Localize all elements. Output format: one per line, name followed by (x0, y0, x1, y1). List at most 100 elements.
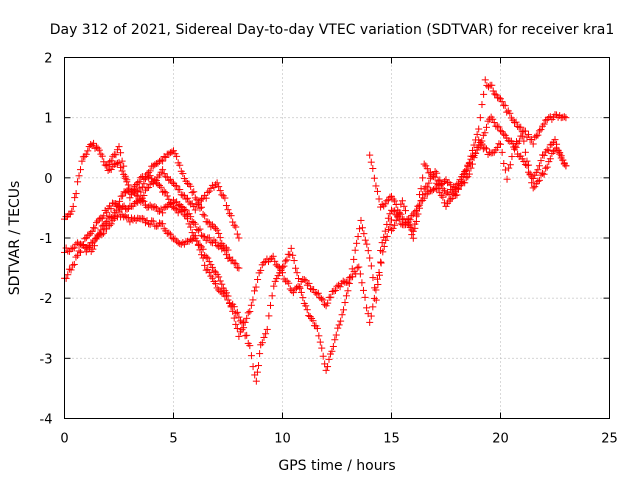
data-point (363, 304, 371, 312)
x-axis-label: GPS time / hours (278, 458, 395, 474)
data-point (137, 188, 145, 196)
data-point (361, 236, 369, 244)
data-point (64, 271, 72, 279)
data-point (534, 177, 542, 185)
data-point (518, 132, 526, 140)
data-point (299, 294, 307, 302)
data-point (545, 158, 553, 166)
data-point (465, 159, 473, 167)
data-point (514, 123, 522, 131)
data-point (71, 194, 79, 202)
data-point (318, 344, 326, 352)
data-point (481, 129, 489, 137)
data-point (226, 300, 234, 308)
data-point (179, 207, 187, 215)
data-point (556, 150, 564, 158)
data-point (329, 342, 337, 350)
data-point (431, 173, 439, 181)
data-point (204, 266, 212, 274)
data-point (440, 199, 448, 207)
data-point (559, 156, 567, 164)
data-point (247, 301, 255, 309)
data-point (107, 166, 115, 174)
data-point (134, 192, 142, 200)
data-point (187, 236, 195, 244)
data-point (529, 184, 537, 192)
data-point (82, 150, 90, 158)
data-point (402, 207, 410, 215)
data-markers (61, 76, 570, 385)
data-point (497, 95, 504, 103)
data-point (69, 261, 77, 269)
data-point (414, 202, 422, 210)
data-point (391, 207, 399, 215)
data-point (162, 189, 170, 197)
data-point (252, 377, 260, 385)
data-point (321, 300, 329, 308)
data-point (416, 201, 424, 209)
data-point (121, 172, 129, 180)
data-point (275, 263, 283, 271)
data-point (145, 220, 153, 228)
y-tick-label: 2 (44, 52, 52, 67)
data-point (265, 312, 273, 320)
data-point (383, 197, 391, 205)
data-point (107, 220, 115, 228)
data-point (529, 140, 537, 148)
data-point (176, 240, 184, 248)
data-point (373, 275, 381, 283)
data-point (141, 172, 149, 180)
data-point (115, 143, 123, 151)
data-point (173, 182, 181, 190)
data-point (497, 127, 504, 135)
data-point (140, 197, 148, 205)
data-point (90, 139, 98, 147)
data-point (157, 156, 165, 164)
data-point (179, 170, 187, 178)
data-point (230, 221, 238, 229)
data-point (517, 123, 525, 131)
data-point (279, 269, 286, 277)
data-point (545, 114, 553, 122)
data-point (70, 260, 78, 268)
data-point (79, 242, 87, 250)
data-point (255, 362, 263, 370)
data-point (235, 234, 243, 242)
data-point (425, 188, 433, 196)
data-point (359, 286, 367, 294)
y-axis-label: SDTVAR / TECUs (7, 181, 23, 296)
data-point (392, 217, 400, 225)
data-point (506, 109, 514, 117)
data-point (488, 81, 496, 89)
data-point (243, 314, 251, 322)
data-point (355, 263, 363, 271)
data-point (62, 244, 70, 252)
data-point (95, 146, 103, 154)
data-point (269, 252, 277, 260)
data-point (215, 273, 223, 281)
data-point (501, 102, 509, 110)
data-point (145, 173, 153, 181)
data-point (75, 172, 83, 180)
data-point (199, 210, 207, 218)
data-point (99, 229, 107, 237)
data-point (117, 163, 125, 171)
data-point (138, 214, 146, 222)
data-point (358, 279, 366, 287)
data-point (229, 218, 237, 226)
data-point (115, 158, 123, 166)
data-point (103, 225, 111, 233)
data-point (72, 190, 80, 198)
data-point (535, 162, 543, 170)
data-point (453, 191, 461, 199)
data-point (268, 292, 276, 300)
data-point (258, 339, 266, 347)
data-point (369, 274, 377, 282)
data-point (478, 140, 486, 148)
x-tick-label: 20 (492, 432, 509, 447)
data-point (380, 233, 388, 241)
data-point (281, 257, 289, 265)
data-point (185, 220, 193, 228)
data-point (226, 253, 234, 261)
